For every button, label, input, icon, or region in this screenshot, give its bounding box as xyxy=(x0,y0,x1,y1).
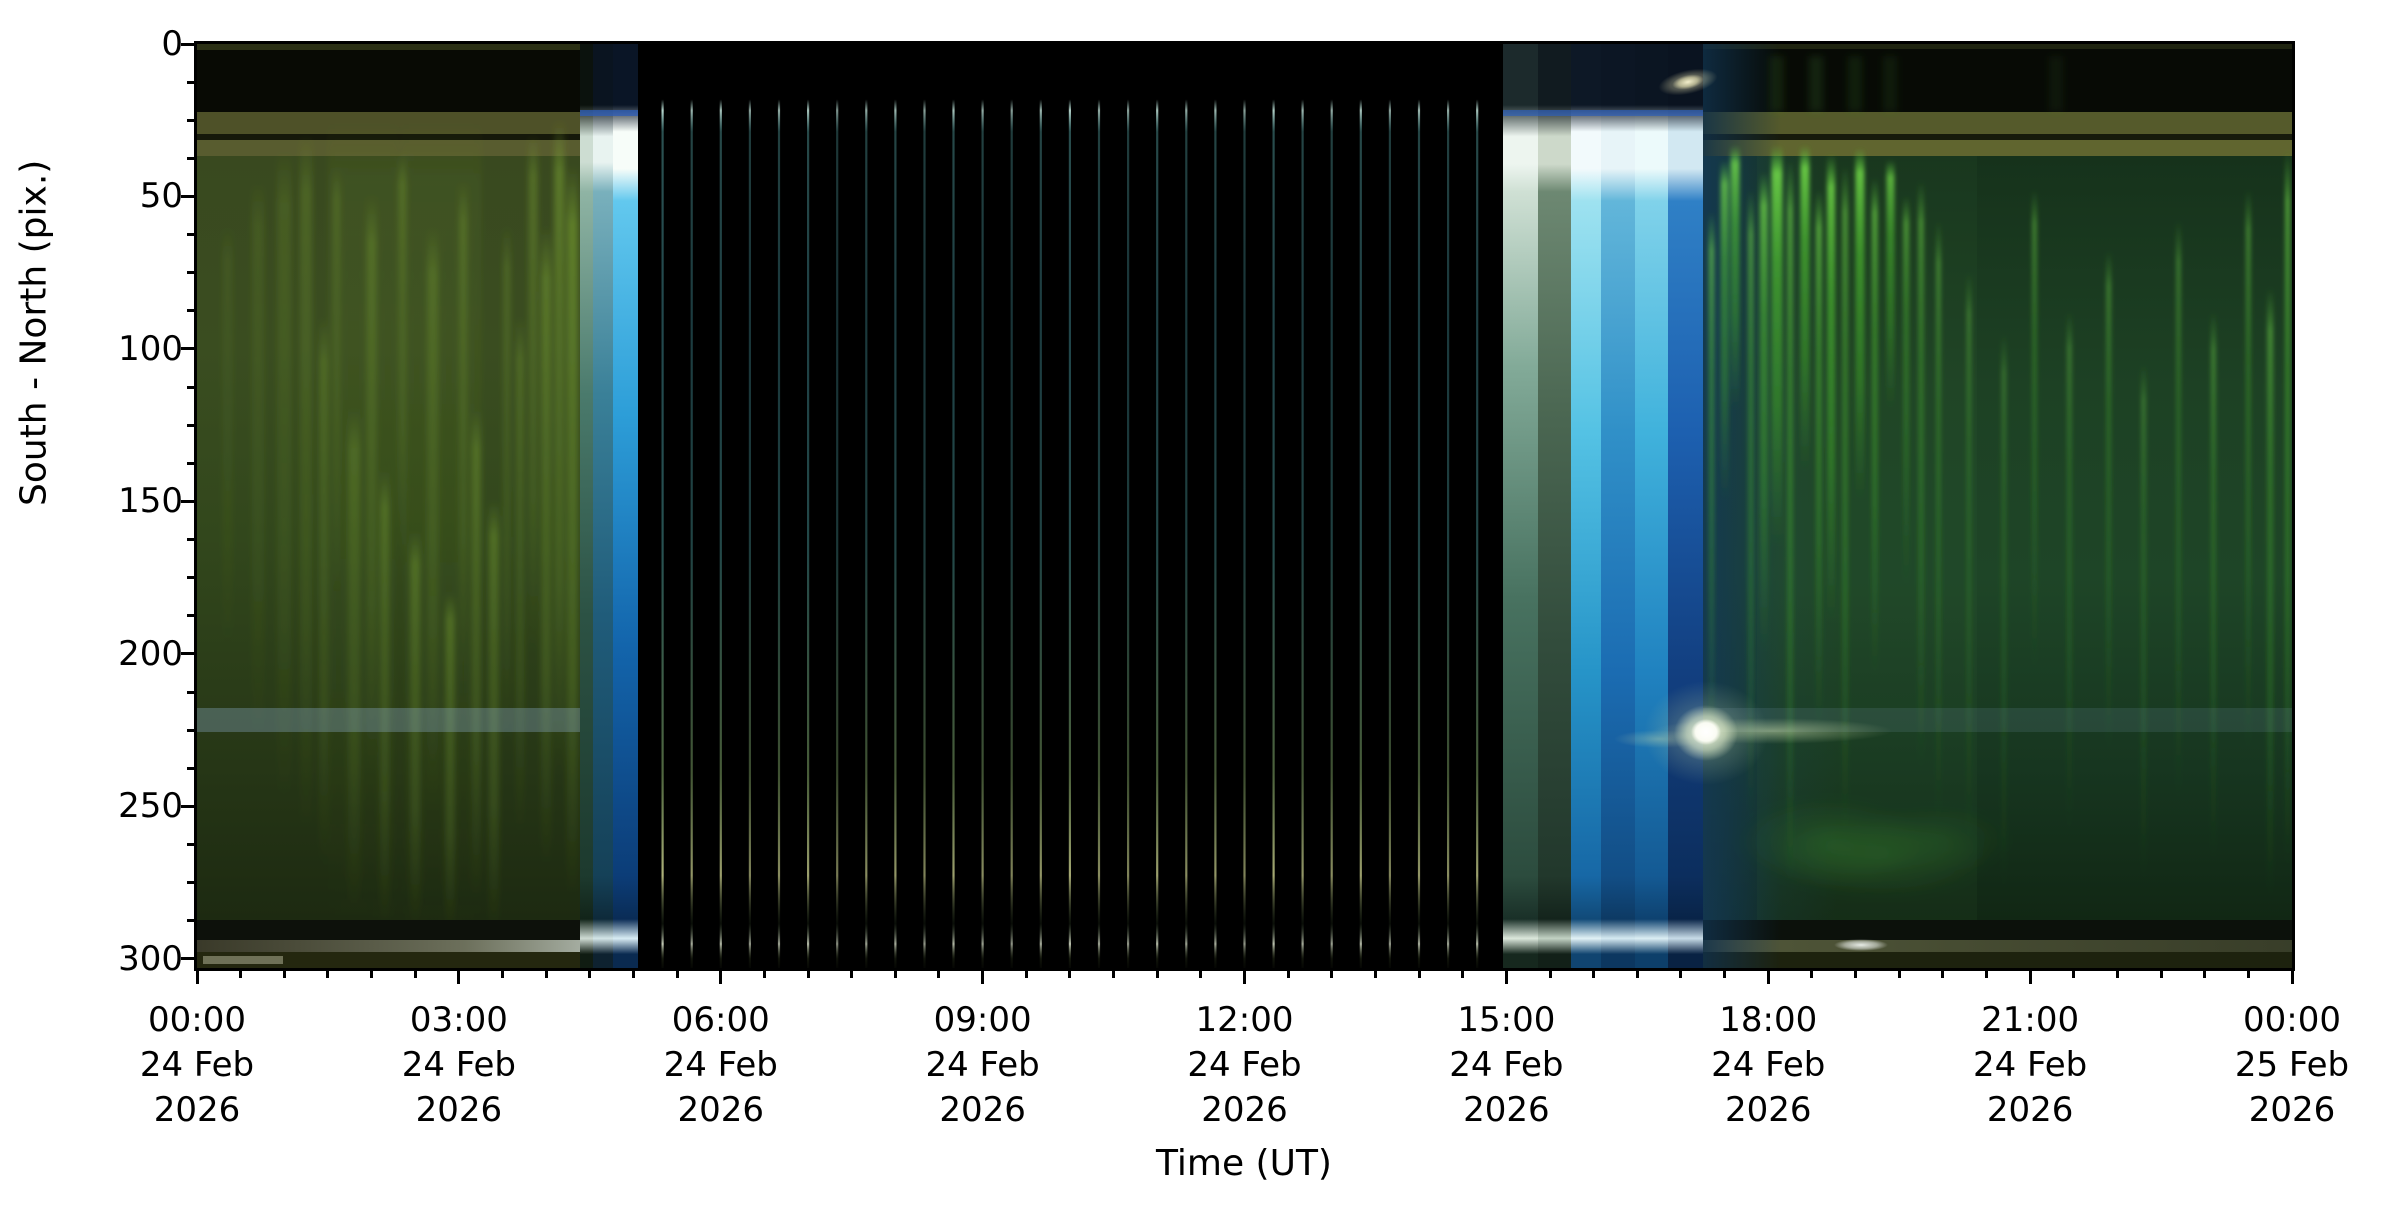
y-tick-minor xyxy=(187,919,194,923)
x-tick-minor xyxy=(1810,971,1814,978)
y-tick-minor xyxy=(187,80,194,84)
y-tick-minor xyxy=(187,423,194,427)
y-tick-label: 100 xyxy=(118,328,183,369)
y-tick-major xyxy=(181,42,194,46)
keogram-plot-area xyxy=(197,44,2292,968)
y-tick-minor xyxy=(187,614,194,618)
y-tick-minor xyxy=(187,766,194,770)
x-tick-minor xyxy=(850,971,854,978)
y-tick-minor xyxy=(187,690,194,694)
x-tick-minor xyxy=(1854,971,1858,978)
y-tick-minor xyxy=(187,576,194,580)
x-tick-minor xyxy=(1024,971,1028,978)
x-tick-major xyxy=(457,971,461,984)
y-tick-major xyxy=(181,652,194,656)
x-tick-major xyxy=(195,971,199,984)
x-tick-minor xyxy=(1897,971,1901,978)
x-tick-minor xyxy=(1984,971,1988,978)
x-tick-minor xyxy=(326,971,330,978)
x-tick-minor xyxy=(239,971,243,978)
y-tick-major xyxy=(181,347,194,351)
y-tick-label: 0 xyxy=(161,24,183,64)
y-tick-minor xyxy=(187,881,194,885)
x-tick-minor xyxy=(1155,971,1159,978)
x-tick-minor xyxy=(1330,971,1334,978)
y-tick-label: 50 xyxy=(139,176,183,217)
x-tick-major xyxy=(981,971,985,984)
x-tick-minor xyxy=(1068,971,1072,978)
x-tick-major xyxy=(1243,971,1246,984)
y-tick-label: 150 xyxy=(118,481,183,522)
x-tick-label: 00:00 24 Feb 2026 xyxy=(139,1000,255,1130)
x-tick-minor xyxy=(675,971,679,978)
x-tick-minor xyxy=(282,971,286,978)
x-tick-minor xyxy=(588,971,592,978)
x-tick-minor xyxy=(370,971,374,978)
keogram-image xyxy=(197,44,2292,968)
x-tick-minor xyxy=(1941,971,1945,978)
x-tick-minor xyxy=(2159,971,2163,978)
x-tick-minor xyxy=(2246,971,2250,978)
y-tick-minor xyxy=(187,309,194,313)
x-tick-minor xyxy=(501,971,505,978)
x-tick-minor xyxy=(1635,971,1639,978)
x-tick-major xyxy=(719,971,723,984)
x-tick-major xyxy=(2028,971,2032,984)
y-tick-label: 200 xyxy=(118,633,183,674)
x-tick-label: 15:00 24 Feb 2026 xyxy=(1449,1000,1564,1130)
x-tick-minor xyxy=(893,971,897,978)
x-tick-label: 09:00 24 Feb 2026 xyxy=(925,1000,1040,1130)
y-tick-major xyxy=(181,194,194,198)
y-tick-label: 300 xyxy=(118,938,183,979)
x-tick-minor xyxy=(1286,971,1290,978)
x-tick-label: 12:00 24 Feb 2026 xyxy=(1187,1000,1302,1130)
x-tick-minor xyxy=(1112,971,1116,978)
y-tick-major xyxy=(181,499,194,503)
x-tick-minor xyxy=(937,971,941,978)
x-tick-minor xyxy=(1592,971,1596,978)
y-tick-minor xyxy=(187,118,194,122)
y-tick-minor xyxy=(187,156,194,160)
x-tick-minor xyxy=(1199,971,1203,978)
x-tick-label: 00:00 25 Feb 2026 xyxy=(2234,1000,2350,1130)
x-tick-minor xyxy=(1548,971,1552,978)
y-tick-minor xyxy=(187,385,194,389)
x-tick-label: 06:00 24 Feb 2026 xyxy=(663,1000,778,1130)
x-tick-minor xyxy=(762,971,766,978)
y-tick-major xyxy=(181,957,194,961)
y-tick-minor xyxy=(187,842,194,846)
x-tick-minor xyxy=(2115,971,2119,978)
y-tick-label: 250 xyxy=(118,786,183,827)
x-tick-minor xyxy=(544,971,548,978)
x-tick-major xyxy=(2290,971,2294,984)
y-tick-minor xyxy=(187,728,194,732)
x-tick-minor xyxy=(631,971,635,978)
x-tick-minor xyxy=(1373,971,1377,978)
x-tick-major xyxy=(1504,971,1508,984)
x-tick-minor xyxy=(413,971,417,978)
x-tick-minor xyxy=(806,971,810,978)
y-tick-minor xyxy=(187,538,194,542)
y-tick-minor xyxy=(187,271,194,275)
x-tick-minor xyxy=(1723,971,1727,978)
x-tick-minor xyxy=(1679,971,1683,978)
x-axis-label: Time (UT) xyxy=(1156,1143,1332,1184)
x-tick-minor xyxy=(2072,971,2076,978)
y-tick-minor xyxy=(187,461,194,465)
y-tick-minor xyxy=(187,233,194,237)
x-tick-minor xyxy=(2203,971,2207,978)
x-tick-label: 21:00 24 Feb 2026 xyxy=(1972,1000,2088,1130)
x-tick-minor xyxy=(1417,971,1421,978)
x-tick-label: 03:00 24 Feb 2026 xyxy=(401,1000,517,1130)
y-tick-major xyxy=(181,804,194,808)
x-tick-major xyxy=(1766,971,1770,984)
x-tick-label: 18:00 24 Feb 2026 xyxy=(1711,1000,1826,1130)
x-tick-minor xyxy=(1461,971,1465,978)
